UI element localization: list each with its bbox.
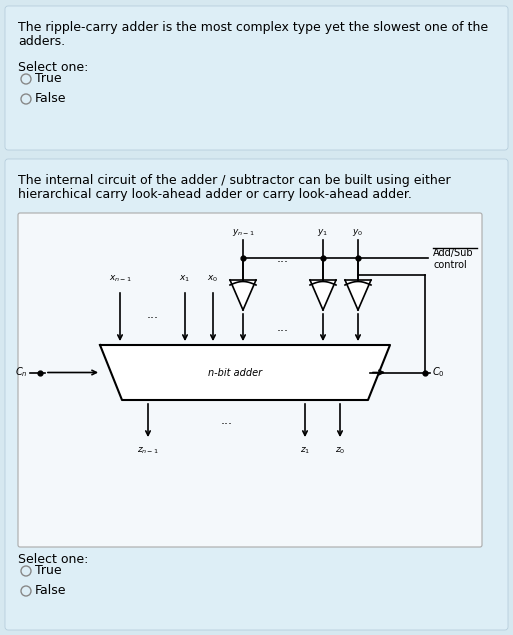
Text: ...: ... — [277, 251, 289, 265]
Text: adders.: adders. — [18, 35, 65, 48]
Text: $C_n$: $C_n$ — [15, 366, 28, 379]
Text: $y_0$: $y_0$ — [352, 227, 364, 238]
Circle shape — [21, 586, 31, 596]
Text: False: False — [35, 93, 67, 105]
Text: Select one:: Select one: — [18, 553, 88, 566]
Text: Select one:: Select one: — [18, 61, 88, 74]
Text: $C_0$: $C_0$ — [432, 366, 445, 379]
Text: $y_{n-1}$: $y_{n-1}$ — [231, 227, 254, 238]
Text: Add/Sub: Add/Sub — [433, 248, 473, 258]
Polygon shape — [100, 345, 390, 400]
Text: ...: ... — [221, 413, 232, 427]
Text: ...: ... — [147, 309, 159, 321]
FancyBboxPatch shape — [5, 6, 508, 150]
Text: True: True — [35, 72, 62, 86]
Text: The internal circuit of the adder / subtractor can be built using either: The internal circuit of the adder / subt… — [18, 174, 450, 187]
Text: True: True — [35, 565, 62, 577]
Text: $z_0$: $z_0$ — [335, 446, 345, 457]
Text: $z_{n-1}$: $z_{n-1}$ — [137, 446, 159, 457]
Text: $y_1$: $y_1$ — [318, 227, 328, 238]
Text: False: False — [35, 584, 67, 598]
Circle shape — [21, 74, 31, 84]
Polygon shape — [345, 280, 371, 310]
Polygon shape — [310, 280, 336, 310]
Text: control: control — [433, 260, 467, 270]
Text: n-bit adder: n-bit adder — [208, 368, 262, 377]
Circle shape — [21, 566, 31, 576]
Circle shape — [21, 94, 31, 104]
Text: ...: ... — [277, 321, 289, 334]
Text: $z_1$: $z_1$ — [300, 446, 310, 457]
Text: $x_0$: $x_0$ — [207, 274, 219, 284]
Text: hierarchical carry look-ahead adder or carry look-ahead adder.: hierarchical carry look-ahead adder or c… — [18, 188, 412, 201]
Text: $x_1$: $x_1$ — [180, 274, 190, 284]
FancyBboxPatch shape — [5, 159, 508, 630]
FancyBboxPatch shape — [18, 213, 482, 547]
Text: $x_{n-1}$: $x_{n-1}$ — [109, 274, 131, 284]
Text: The ripple-carry adder is the most complex type yet the slowest one of the: The ripple-carry adder is the most compl… — [18, 21, 488, 34]
Polygon shape — [230, 280, 256, 310]
